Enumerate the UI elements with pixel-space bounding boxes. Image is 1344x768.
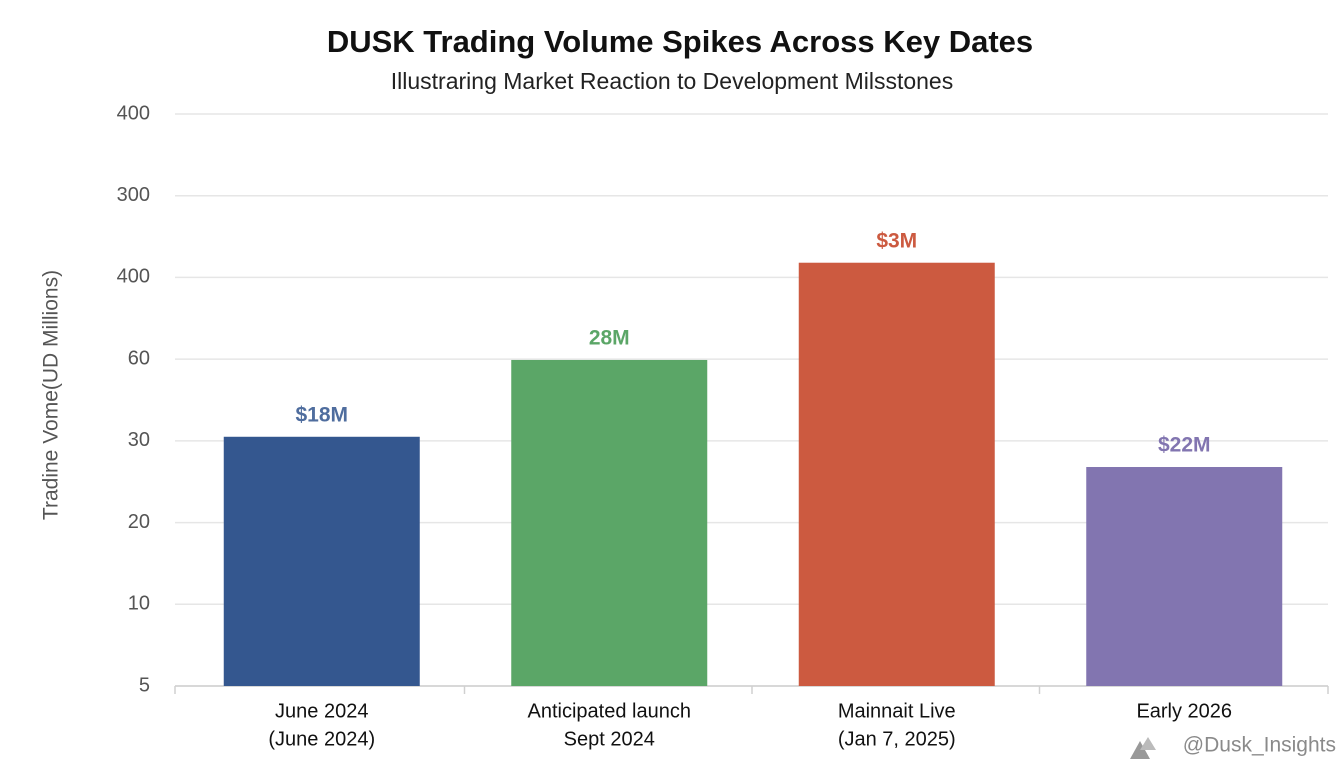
bar-annotation: $3M — [876, 229, 917, 252]
y-tick-label: 5 — [139, 674, 150, 696]
x-tick-label: (June 2024) — [268, 728, 375, 750]
chart-title: DUSK Trading Volume Spikes Across Key Da… — [327, 24, 1033, 59]
y-tick-label: 60 — [128, 347, 150, 369]
chart-subtitle: Illustraring Market Reaction to Developm… — [391, 68, 953, 94]
x-tick-label: Mainnait Live — [838, 700, 956, 722]
watermark-icon — [1130, 737, 1156, 759]
bar — [223, 436, 420, 686]
watermark: @Dusk_Insights — [1183, 734, 1336, 757]
bar — [1086, 467, 1283, 686]
x-tick-label: June 2024 — [275, 700, 368, 722]
x-tick-label: Early 2026 — [1136, 700, 1232, 722]
y-tick-label: 400 — [117, 266, 150, 288]
bar-annotation: $18M — [295, 403, 348, 426]
bar — [798, 262, 995, 686]
x-tick-label: Anticipated launch — [528, 700, 691, 722]
x-tick-label: (Jan 7, 2025) — [838, 728, 956, 750]
y-tick-label: 10 — [128, 593, 150, 615]
y-tick-label: 30 — [128, 429, 150, 451]
bar-annotation: $22M — [1158, 434, 1211, 457]
y-tick-label: 20 — [128, 511, 150, 533]
y-axis-label: Tradine Vome(UD Millions) — [40, 270, 63, 520]
y-tick-label: 400 — [117, 102, 150, 124]
x-tick-label: Sept 2024 — [564, 728, 655, 750]
bar-annotation: 28M — [589, 327, 630, 350]
y-tick-label: 300 — [117, 184, 150, 206]
bar — [511, 359, 708, 686]
